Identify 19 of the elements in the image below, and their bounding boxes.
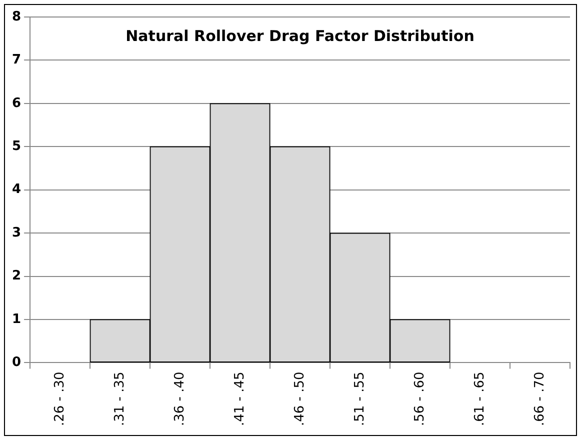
x-tick-label: .51 - .55: [352, 372, 368, 426]
x-tick-label: .56 - .60: [412, 372, 428, 426]
x-tick-label: .41 - .45: [232, 372, 248, 426]
x-tick-label: .66 - .70: [532, 372, 548, 426]
x-tick-label: .26 - .30: [52, 372, 68, 426]
y-tick-label: 8: [12, 9, 22, 24]
y-tick-label: 3: [12, 225, 22, 240]
x-tick-label: .31 - .35: [112, 372, 128, 426]
y-tick-label: 1: [12, 312, 22, 327]
text: Natural Rollover Drag Factor Distribution: [126, 26, 474, 45]
y-tick-label: 4: [12, 182, 22, 198]
x-tick-label: .36 - .40: [172, 372, 188, 426]
x-tick-label: .46 - .50: [292, 372, 308, 426]
x-tick-label: .61 - .65: [472, 372, 488, 426]
y-tick-label: 7: [12, 52, 22, 68]
y-tick-label: 6: [12, 96, 22, 111]
y-tick-label: 5: [12, 139, 22, 154]
y-tick-label: 2: [12, 268, 22, 284]
y-tick-label: 0: [12, 355, 22, 370]
